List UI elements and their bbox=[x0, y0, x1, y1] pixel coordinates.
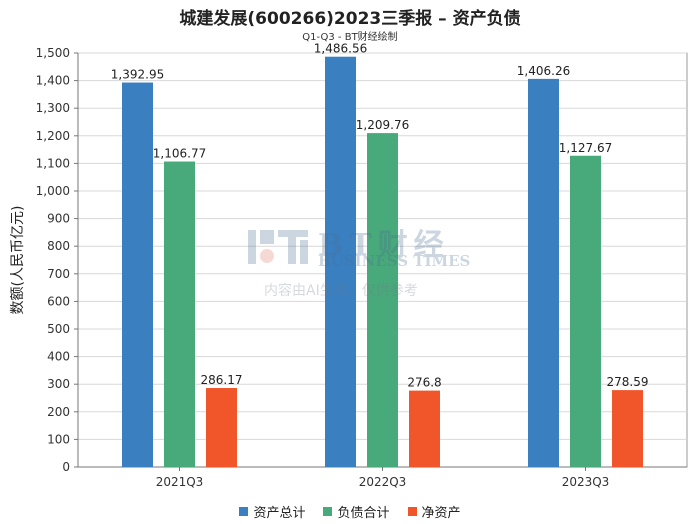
legend-label-liabilities: 负债合计 bbox=[337, 506, 390, 521]
data-label: 1,486.56 bbox=[314, 42, 367, 56]
legend-label-net-assets: 净资产 bbox=[421, 506, 461, 521]
data-label: 1,106.77 bbox=[153, 147, 206, 161]
data-label: 1,392.95 bbox=[111, 68, 164, 82]
data-label: 276.8 bbox=[407, 376, 441, 390]
y-tick-label: 300 bbox=[47, 377, 70, 391]
y-tick-label: 600 bbox=[47, 294, 70, 308]
legend-item-assets: 资产总计 bbox=[239, 502, 305, 521]
y-axis-label: 数额(人民币亿元) bbox=[10, 206, 26, 315]
legend-item-net-assets: 净资产 bbox=[407, 502, 461, 521]
chart-subtitle: Q1-Q3 - BT财经绘制 bbox=[302, 32, 398, 43]
y-tick-label: 1,100 bbox=[36, 156, 70, 170]
y-tick-label: 1,500 bbox=[36, 46, 70, 60]
y-tick-label: 1,200 bbox=[36, 129, 70, 143]
legend-item-liabilities: 负债合计 bbox=[323, 502, 390, 521]
x-tick-label: 2022Q3 bbox=[359, 475, 407, 489]
legend-label-assets: 资产总计 bbox=[253, 506, 306, 521]
bar bbox=[528, 78, 559, 467]
bar bbox=[367, 133, 398, 467]
bar bbox=[164, 161, 195, 467]
bar bbox=[206, 388, 237, 467]
x-tick-label: 2023Q3 bbox=[562, 475, 610, 489]
y-tick-label: 500 bbox=[47, 322, 70, 336]
y-tick-label: 0 bbox=[62, 460, 70, 474]
legend-swatch-net-assets bbox=[407, 507, 417, 516]
y-tick-label: 200 bbox=[47, 405, 70, 419]
bar bbox=[325, 56, 356, 467]
y-tick-label: 800 bbox=[47, 239, 70, 253]
bar bbox=[570, 155, 601, 468]
y-tick-label: 1,400 bbox=[36, 74, 70, 88]
data-label: 1,209.76 bbox=[356, 118, 409, 132]
y-tick-label: 400 bbox=[47, 350, 70, 364]
bar bbox=[122, 82, 153, 467]
data-label: 286.17 bbox=[201, 373, 243, 387]
y-tick-label: 100 bbox=[47, 432, 70, 446]
chart-legend: 资产总计 负债合计 净资产 bbox=[0, 502, 700, 521]
y-tick-label: 1,300 bbox=[36, 101, 70, 115]
chart-title: 城建发展(600266)2023三季报 – 资产负债 bbox=[179, 9, 521, 29]
y-tick-label: 700 bbox=[47, 267, 70, 281]
y-tick-label: 900 bbox=[47, 212, 70, 226]
y-tick-label: 1,000 bbox=[36, 184, 70, 198]
legend-swatch-assets bbox=[239, 507, 249, 516]
data-label: 278.59 bbox=[607, 375, 649, 389]
data-label: 1,127.67 bbox=[559, 141, 612, 155]
legend-swatch-liabilities bbox=[323, 507, 333, 516]
bar bbox=[612, 390, 643, 467]
x-tick-label: 2021Q3 bbox=[156, 475, 204, 489]
data-label: 1,406.26 bbox=[517, 64, 570, 78]
bar bbox=[409, 390, 440, 467]
